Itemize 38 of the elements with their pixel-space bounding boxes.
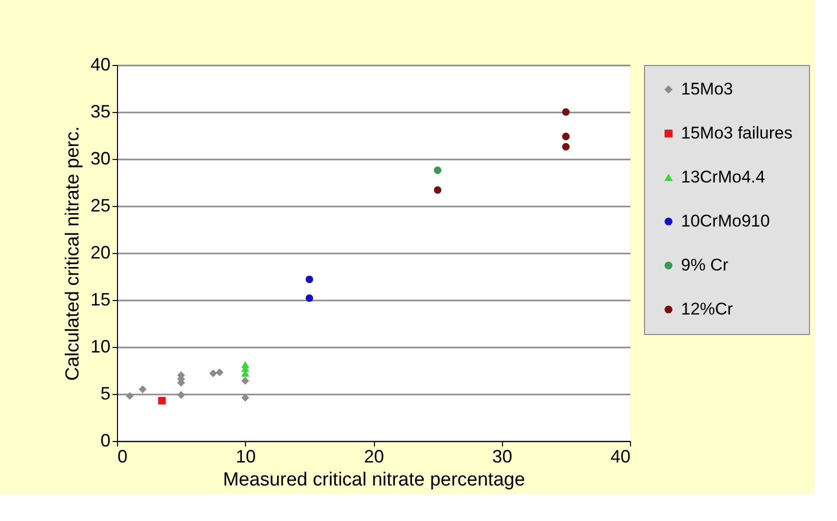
point bbox=[306, 276, 314, 284]
legend-label: 12%Cr bbox=[681, 300, 734, 318]
point bbox=[562, 108, 570, 116]
legend-label: 10CrMo910 bbox=[681, 212, 770, 230]
x-tick-label: 10 bbox=[236, 446, 256, 466]
x-tick-label: 20 bbox=[364, 446, 384, 466]
point bbox=[158, 396, 166, 404]
point bbox=[241, 377, 250, 385]
point bbox=[177, 391, 185, 399]
x-tick-label: 0 bbox=[118, 446, 128, 466]
y-tick-label: 30 bbox=[90, 148, 110, 168]
point bbox=[434, 166, 442, 174]
y-tick-label: 10 bbox=[90, 336, 110, 356]
x-tick-label: 40 bbox=[610, 446, 630, 466]
x-axis-title: Measured critical nitrate percentage bbox=[222, 470, 526, 490]
x-tick-label: 30 bbox=[492, 446, 512, 466]
y-tick-label: 0 bbox=[100, 430, 110, 450]
y-axis-title: Calculated critical nitrate perc. bbox=[62, 126, 84, 381]
point bbox=[126, 392, 134, 400]
y-tick-label: 20 bbox=[90, 242, 110, 262]
point bbox=[562, 132, 570, 140]
point bbox=[306, 294, 314, 302]
y-tick-label: 25 bbox=[90, 196, 110, 216]
y-tick-label: 40 bbox=[90, 54, 110, 74]
point bbox=[209, 370, 217, 378]
legend-label: 15Mo3 failures bbox=[681, 124, 793, 142]
point bbox=[241, 394, 250, 402]
legend-label: 15Mo3 bbox=[681, 80, 733, 98]
point bbox=[562, 143, 570, 151]
point bbox=[434, 186, 442, 194]
legend-label: 9% Cr bbox=[681, 256, 729, 274]
point bbox=[216, 368, 224, 376]
point bbox=[241, 362, 250, 368]
y-tick-label: 5 bbox=[100, 384, 110, 404]
point bbox=[138, 386, 146, 394]
y-tick-label: 35 bbox=[90, 102, 110, 122]
y-tick-label: 15 bbox=[90, 290, 110, 310]
legend-label: 13CrMo4.4 bbox=[681, 168, 766, 186]
